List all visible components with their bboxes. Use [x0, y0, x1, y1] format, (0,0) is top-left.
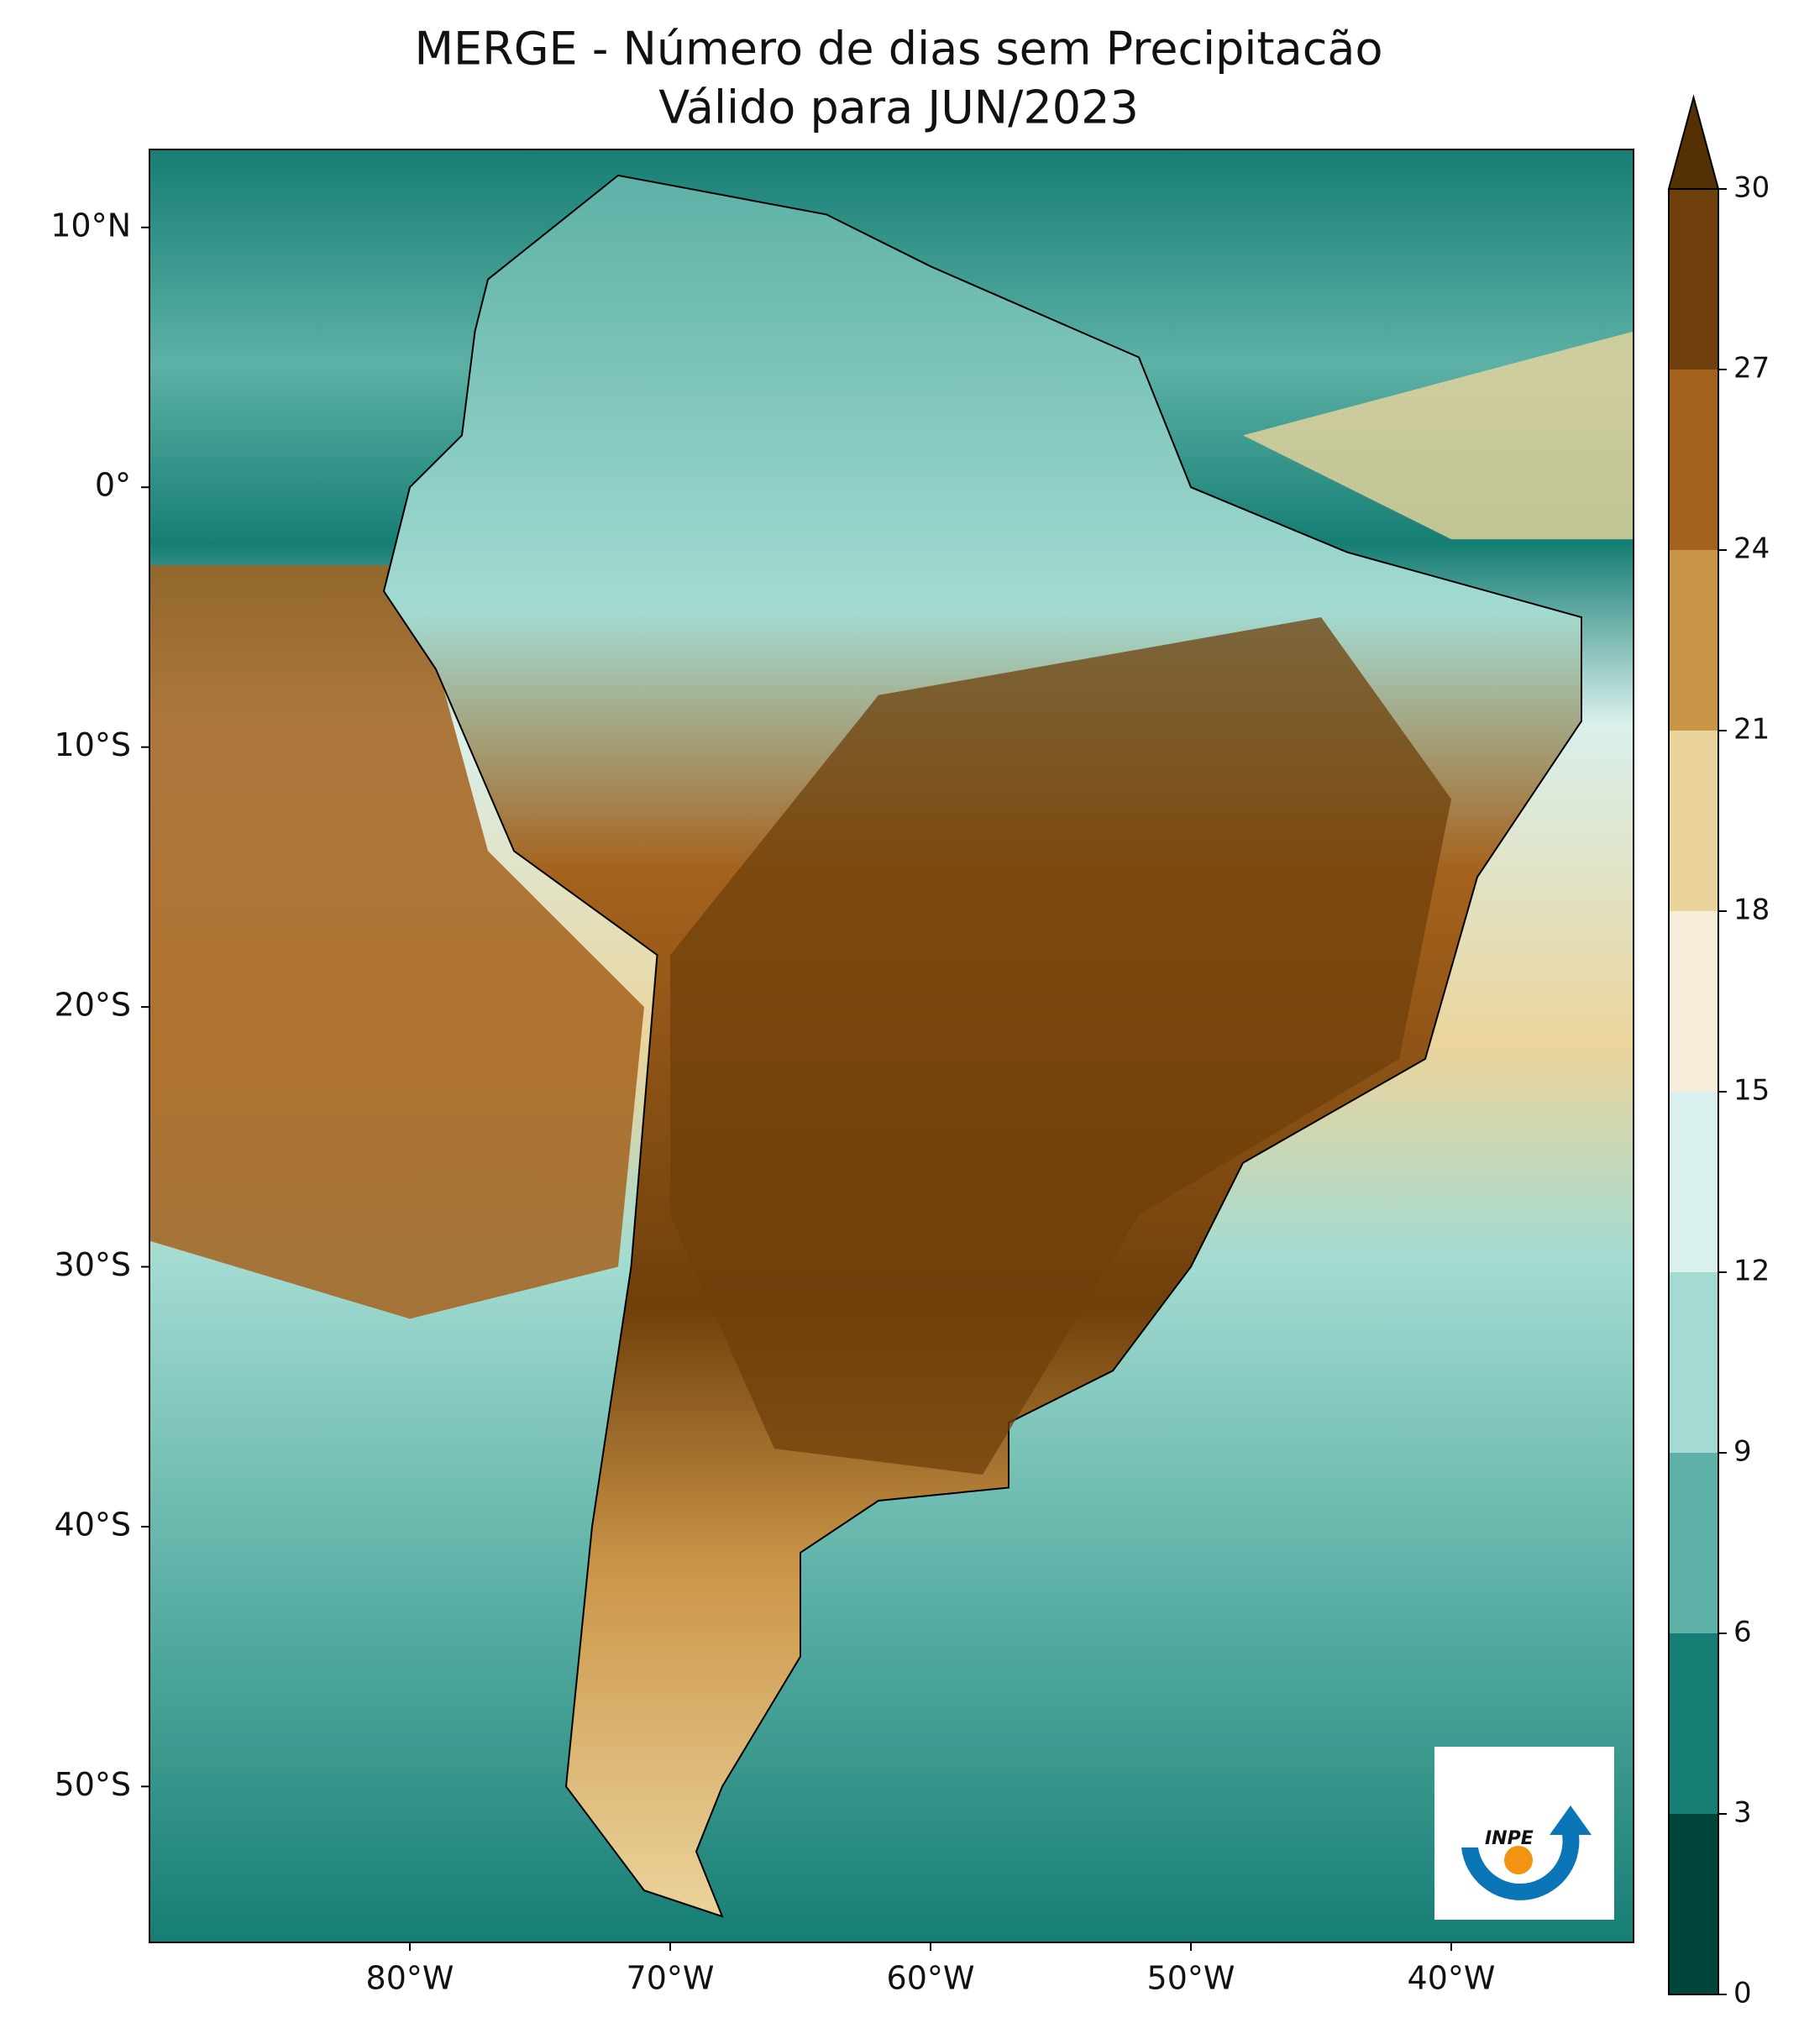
x-tick-label: 40°W — [1408, 1960, 1496, 1997]
dry-core — [670, 617, 1451, 1475]
pacific-dry-band — [149, 565, 644, 1319]
colorbar-bin — [1669, 369, 1718, 550]
colorbar-bin — [1669, 1453, 1718, 1633]
y-tick-label: 10°S — [55, 726, 131, 763]
logo-text: INPE — [1485, 1828, 1534, 1849]
colorbar-tick-label: 24 — [1733, 532, 1770, 566]
colorbar-bin — [1669, 189, 1718, 369]
colorbar-tick-label: 0 — [1733, 1977, 1752, 2010]
colorbar-tick-label: 27 — [1733, 352, 1770, 385]
x-tick-label: 50°W — [1147, 1960, 1235, 1997]
colorbar-tick-label: 9 — [1733, 1435, 1752, 1469]
logo-dot — [1504, 1846, 1533, 1874]
colorbar-tick-label: 6 — [1733, 1616, 1752, 1649]
map — [149, 149, 1634, 1942]
colorbar-bin — [1669, 1092, 1718, 1272]
subtitle: Válido para JUN/2023 — [658, 81, 1139, 134]
logo: INPE — [1434, 1747, 1614, 1920]
map-frame — [149, 149, 1634, 1943]
colorbar-tick-label: 12 — [1733, 1255, 1770, 1288]
x-tick-label: 70°W — [627, 1960, 715, 1997]
x-tick-label: 80°W — [366, 1960, 454, 1997]
x-tick-label: 60°W — [887, 1960, 975, 1997]
colorbar-tick-label: 3 — [1733, 1796, 1752, 1830]
y-tick-label: 30°S — [55, 1246, 131, 1283]
colorbar-extend — [1667, 94, 1720, 190]
colorbar-bin — [1669, 911, 1718, 1092]
y-tick-label: 40°S — [55, 1506, 131, 1543]
logo-swoosh — [1461, 1806, 1592, 1900]
colorbar-tick-label: 21 — [1733, 713, 1770, 747]
colorbar-tick-label: 30 — [1733, 171, 1770, 205]
colorbar-bin — [1669, 1814, 1718, 1994]
y-tick-label: 10°N — [50, 207, 131, 244]
atlantic-dry-band — [1243, 331, 1634, 540]
colorbar-tick-label: 18 — [1733, 894, 1770, 927]
colorbar-tick-label: 15 — [1733, 1074, 1770, 1108]
colorbar-bin — [1669, 1272, 1718, 1453]
y-tick-label: 0° — [95, 467, 131, 504]
y-tick-label: 20°S — [55, 987, 131, 1024]
title: MERGE - Número de dias sem Precipitacão — [414, 23, 1382, 76]
y-tick-label: 50°S — [55, 1766, 131, 1803]
colorbar-bin — [1669, 550, 1718, 731]
colorbar-bin — [1669, 1633, 1718, 1814]
colorbar-bin — [1669, 731, 1718, 911]
